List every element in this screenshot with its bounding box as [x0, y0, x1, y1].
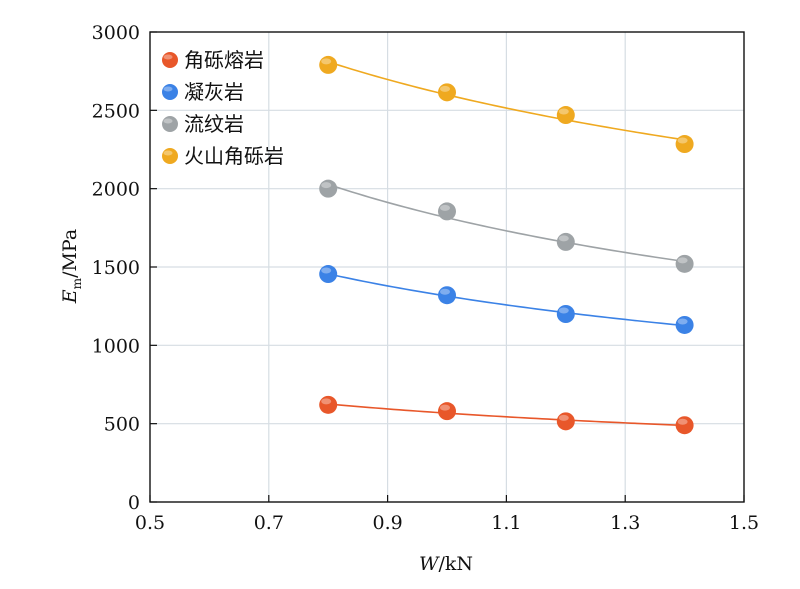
- data-point-highlight: [440, 85, 450, 92]
- data-point-highlight: [558, 235, 569, 242]
- legend-label: 火山角砾岩: [184, 144, 284, 168]
- legend-marker-highlight: [163, 150, 173, 156]
- x-tick-label: 0.7: [254, 512, 284, 534]
- y-tick-label: 500: [104, 414, 140, 436]
- y-axis-subscript: m: [70, 277, 84, 289]
- fit-curve-series-2: [328, 273, 685, 327]
- data-point-highlight: [321, 267, 332, 274]
- legend-marker: [162, 84, 178, 100]
- legend-label: 凝灰岩: [184, 80, 244, 104]
- y-axis-unit: /MPa: [59, 229, 81, 278]
- data-point-series-1: [675, 416, 694, 435]
- legend-label: 角砾熔岩: [184, 48, 264, 72]
- data-point-highlight: [677, 418, 688, 425]
- y-tick-label: 3000: [92, 22, 140, 44]
- y-tick-label: 1500: [92, 257, 140, 279]
- data-points: [319, 55, 694, 435]
- data-point-highlight: [677, 137, 688, 144]
- x-axis-variable: W: [419, 553, 440, 575]
- data-point-highlight: [558, 108, 569, 115]
- data-point-series-3: [438, 202, 456, 221]
- y-tick-label: 1000: [92, 335, 140, 357]
- fit-curve-series-1: [328, 403, 685, 427]
- x-axis-label: W/kN: [419, 553, 473, 575]
- x-tick-label: 0.5: [135, 512, 165, 534]
- axis-ticks: [149, 31, 745, 503]
- legend-marker: [162, 52, 178, 68]
- data-point-series-4: [556, 106, 575, 125]
- grid-lines: [150, 32, 744, 502]
- data-point-highlight: [321, 182, 332, 189]
- data-point-highlight: [440, 288, 450, 295]
- fit-curve-series-4: [327, 61, 685, 141]
- data-point-highlight: [440, 404, 450, 411]
- x-tick-label: 1.1: [491, 512, 521, 534]
- data-point-series-3: [319, 179, 338, 198]
- legend-marker-highlight: [163, 54, 173, 60]
- data-point-highlight: [321, 58, 332, 65]
- data-point-highlight: [558, 414, 569, 421]
- x-tick-label: 1.3: [610, 512, 640, 534]
- legend-marker: [162, 116, 178, 132]
- data-point-series-2: [438, 286, 456, 305]
- legend-marker-highlight: [163, 86, 173, 92]
- data-point-highlight: [558, 307, 569, 314]
- data-point-series-4: [319, 55, 338, 74]
- x-axis-unit: /kN: [438, 553, 473, 575]
- y-axis-variable: E: [59, 289, 81, 304]
- data-point-highlight: [321, 398, 332, 405]
- data-point-series-2: [675, 315, 694, 334]
- x-tick-label: 0.9: [372, 512, 402, 534]
- legend-marker: [162, 148, 178, 164]
- y-tick-label: 2000: [92, 179, 140, 201]
- data-point-series-4: [438, 83, 456, 102]
- y-tick-label: 2500: [92, 100, 140, 122]
- y-tick-label: 0: [128, 492, 140, 514]
- data-point-series-3: [556, 232, 575, 251]
- data-point-series-1: [556, 412, 575, 431]
- x-tick-labels: 0.5 0.7 0.9 1.1 1.3 1.5: [135, 512, 759, 534]
- legend-marker-highlight: [163, 118, 173, 124]
- data-point-series-1: [319, 395, 338, 414]
- y-axis-label: Em/MPa: [59, 229, 84, 304]
- x-tick-label: 1.5: [729, 512, 759, 534]
- fit-curves: [327, 61, 685, 427]
- data-point-series-4: [675, 135, 694, 154]
- y-tick-labels: 0 500 1000 1500 2000 2500 3000: [92, 22, 140, 514]
- data-point-series-2: [556, 305, 575, 323]
- data-point-highlight: [677, 257, 688, 264]
- data-point-series-3: [675, 254, 694, 273]
- legend-label: 流纹岩: [184, 112, 244, 136]
- data-point-highlight: [440, 204, 450, 211]
- data-point-highlight: [677, 318, 688, 325]
- fit-curve-series-3: [327, 183, 685, 263]
- data-point-series-2: [319, 265, 338, 284]
- data-point-series-1: [438, 402, 456, 421]
